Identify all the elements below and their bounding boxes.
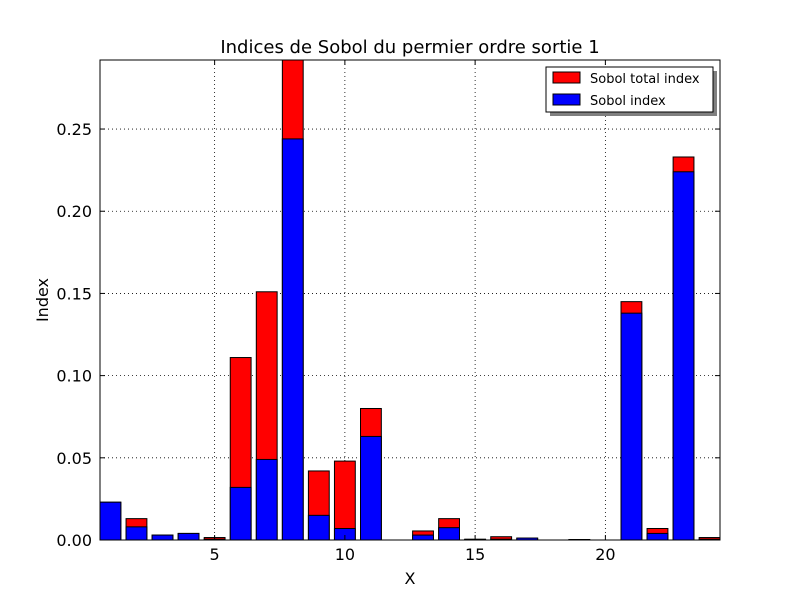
bar-sobol-index xyxy=(125,526,148,541)
x-tick-label: 15 xyxy=(465,545,485,564)
legend: Sobol total index Sobol index xyxy=(545,66,717,116)
plot-area-background xyxy=(100,60,720,540)
x-tick-label: 5 xyxy=(210,545,220,564)
plot-frame xyxy=(99,59,721,541)
bar-sobol-index xyxy=(229,486,252,541)
bar-sobol-index xyxy=(177,532,200,541)
y-tick-label: 0.20 xyxy=(56,202,92,221)
bar-sobol-index xyxy=(360,435,382,541)
y-tick-label: 0.05 xyxy=(56,449,92,468)
x-axis-label: X xyxy=(405,569,416,588)
bar-sobol-index xyxy=(646,532,669,541)
y-tick-label: 0.25 xyxy=(56,120,92,139)
bars xyxy=(99,59,721,541)
bar-sobol-index xyxy=(281,138,304,541)
chart-title: Indices de Sobol du permier ordre sortie… xyxy=(220,37,599,58)
bar-sobol-index xyxy=(307,514,330,541)
bar-sobol-index xyxy=(151,534,174,541)
y-tick-label: 0.00 xyxy=(56,531,92,550)
x-tick-label: 10 xyxy=(335,545,355,564)
x-tick-label: 20 xyxy=(595,545,615,564)
bar-sobol-index xyxy=(99,501,122,541)
y-tick-label: 0.10 xyxy=(56,367,92,386)
bar-sobol-index xyxy=(620,312,643,541)
legend-label-first-order: Sobol index xyxy=(590,94,666,109)
bar-sobol-index xyxy=(438,527,460,541)
bar-sobol-index xyxy=(412,534,434,541)
legend-swatch-total xyxy=(552,71,581,84)
legend-label-total: Sobol total index xyxy=(590,72,700,87)
bar-sobol-index xyxy=(255,458,278,541)
axis-ticks: 0.00 0.05 0.10 0.15 0.20 0.25 5 10 15 20 xyxy=(56,60,720,564)
bar-sobol-index xyxy=(672,171,695,541)
y-axis-label: Index xyxy=(33,278,52,322)
legend-swatch-first-order xyxy=(552,93,581,106)
y-tick-label: 0.15 xyxy=(56,284,92,303)
